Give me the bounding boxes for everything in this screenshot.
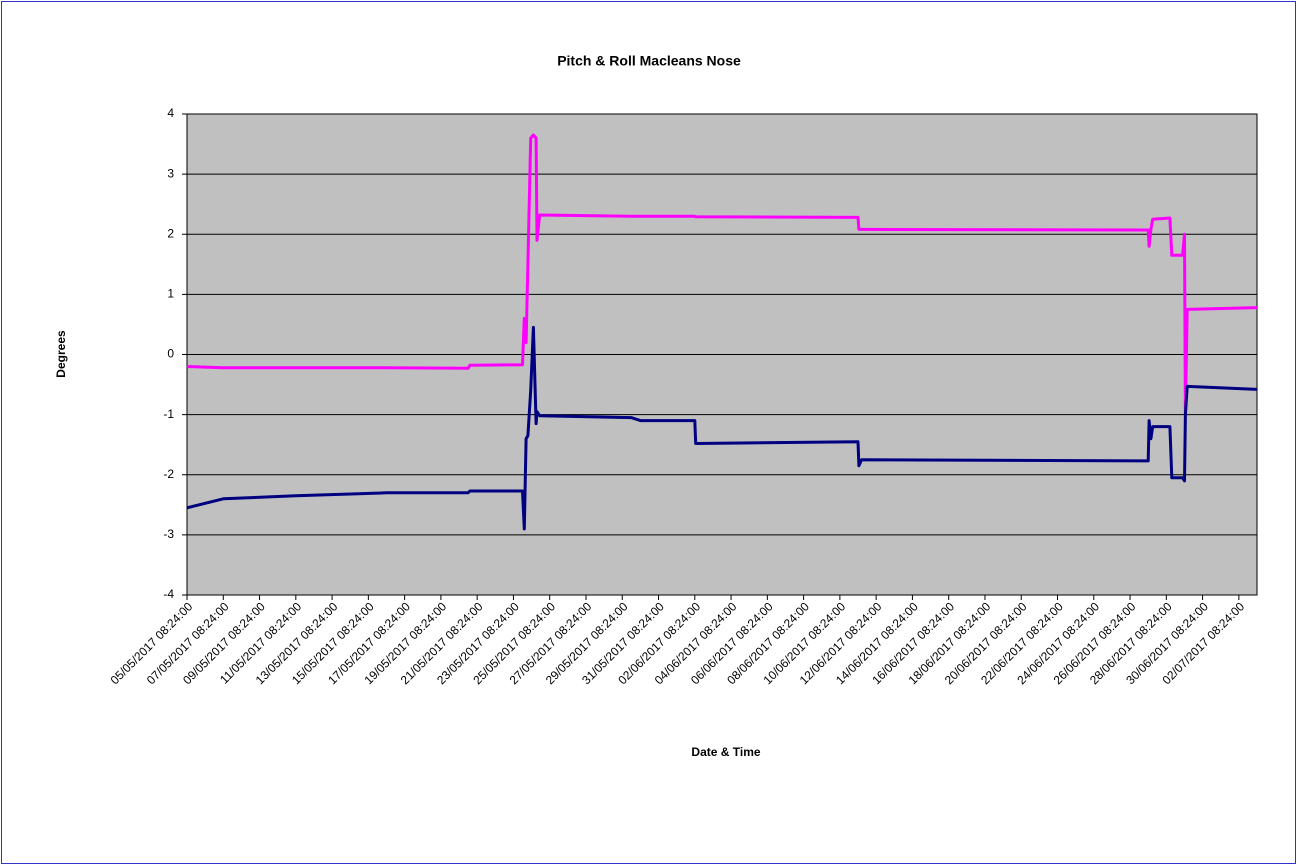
y-tick-label: -4 <box>163 587 174 601</box>
data-line <box>186 133 1258 417</box>
y-tick-label: 1 <box>167 287 174 301</box>
y-tick-label: -2 <box>163 467 174 481</box>
y-tick-label: 3 <box>167 166 174 180</box>
y-tick-label: 0 <box>167 347 174 361</box>
y-tick-label: -1 <box>163 407 174 421</box>
y-tick-label: -3 <box>163 527 174 541</box>
y-tick-label: 4 <box>167 106 174 120</box>
plot-border <box>186 113 1258 596</box>
x-axis-label: Date & Time <box>691 745 760 759</box>
y-tick-label: 2 <box>167 226 174 240</box>
y-axis-label: Degrees <box>54 330 68 378</box>
data-line <box>186 325 1258 531</box>
chart-title: Pitch & Roll Macleans Nose <box>557 53 741 69</box>
